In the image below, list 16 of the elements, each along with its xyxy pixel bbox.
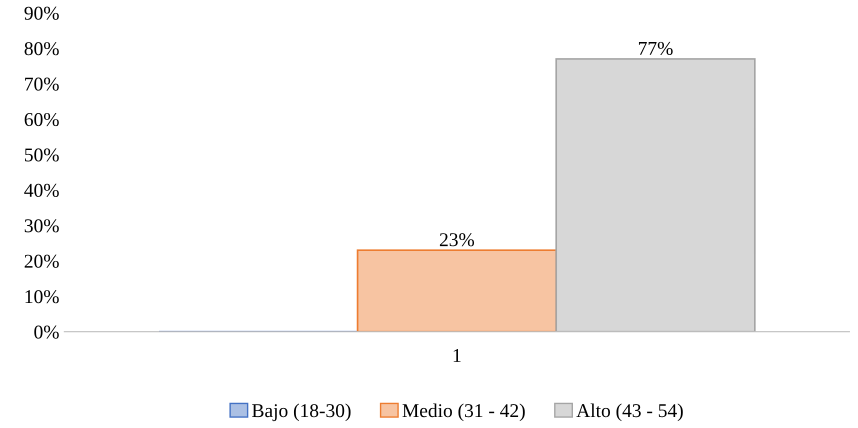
data-label: 23% <box>440 233 474 246</box>
y-tick-label: 40% <box>24 184 59 197</box>
data-label: 77% <box>638 42 673 56</box>
x-tick-label: 1 <box>454 349 461 362</box>
y-tick-label: 50% <box>24 148 59 162</box>
y-tick-label: 30% <box>24 219 59 232</box>
y-tick-label: 0% <box>34 326 59 339</box>
y-tick-label: 10% <box>26 290 59 304</box>
legend-label: Medio (31 - 42) <box>402 404 525 422</box>
legend-label: Alto (43 - 54) <box>576 404 683 422</box>
legend-label: Bajo (18-30) <box>252 404 351 422</box>
y-tick-label: 80% <box>24 42 59 56</box>
y-tick-label: 60% <box>24 112 59 126</box>
y-tick-label: 20% <box>24 254 59 268</box>
y-tick-label: 90% <box>24 6 59 20</box>
y-tick-label: 70% <box>25 78 59 91</box>
